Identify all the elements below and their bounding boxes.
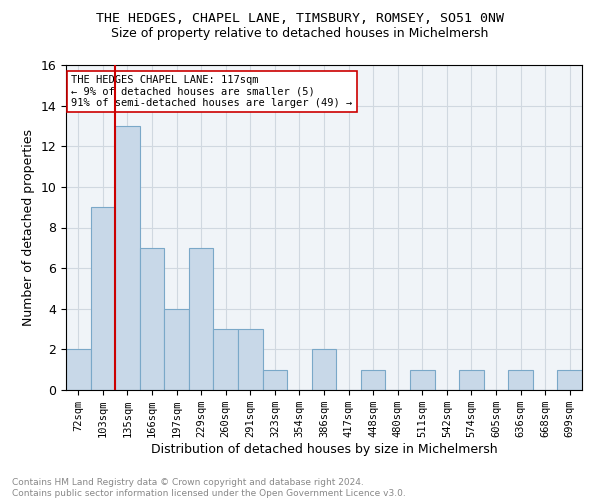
Bar bbox=[238, 329, 263, 390]
Y-axis label: Number of detached properties: Number of detached properties bbox=[22, 129, 35, 326]
Bar bbox=[140, 248, 164, 390]
Bar bbox=[312, 350, 336, 390]
Text: THE HEDGES CHAPEL LANE: 117sqm
← 9% of detached houses are smaller (5)
91% of se: THE HEDGES CHAPEL LANE: 117sqm ← 9% of d… bbox=[71, 74, 352, 108]
Text: Contains HM Land Registry data © Crown copyright and database right 2024.
Contai: Contains HM Land Registry data © Crown c… bbox=[12, 478, 406, 498]
Text: Size of property relative to detached houses in Michelmersh: Size of property relative to detached ho… bbox=[112, 28, 488, 40]
Bar bbox=[508, 370, 533, 390]
Bar bbox=[263, 370, 287, 390]
Bar bbox=[189, 248, 214, 390]
Bar bbox=[557, 370, 582, 390]
Bar bbox=[91, 207, 115, 390]
Bar bbox=[66, 350, 91, 390]
Bar bbox=[410, 370, 434, 390]
Bar bbox=[459, 370, 484, 390]
Bar bbox=[361, 370, 385, 390]
Bar bbox=[115, 126, 140, 390]
Text: THE HEDGES, CHAPEL LANE, TIMSBURY, ROMSEY, SO51 0NW: THE HEDGES, CHAPEL LANE, TIMSBURY, ROMSE… bbox=[96, 12, 504, 26]
Bar bbox=[214, 329, 238, 390]
X-axis label: Distribution of detached houses by size in Michelmersh: Distribution of detached houses by size … bbox=[151, 443, 497, 456]
Bar bbox=[164, 308, 189, 390]
